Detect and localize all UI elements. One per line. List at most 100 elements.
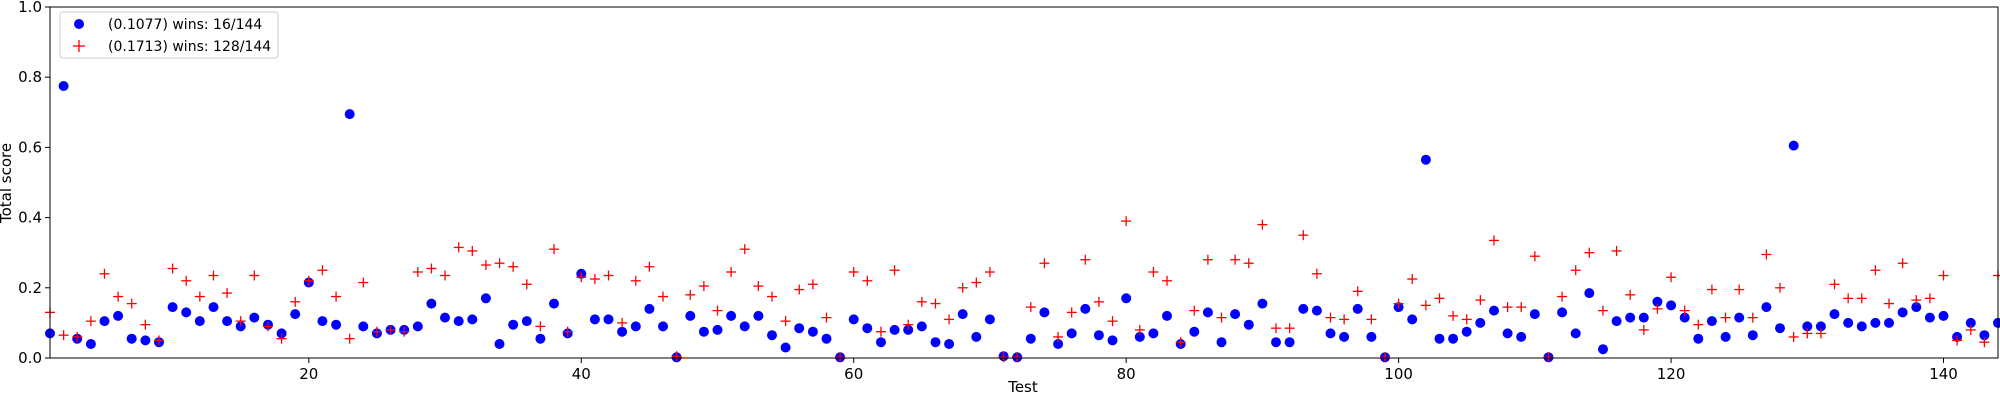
data-point-circle	[1897, 307, 1908, 318]
data-point-circle	[1625, 312, 1636, 323]
data-point-plus	[1693, 319, 1704, 330]
data-point-circle	[630, 321, 641, 332]
data-point-plus	[181, 275, 192, 286]
data-point-plus	[494, 258, 505, 269]
data-point-plus	[1775, 282, 1786, 293]
data-point-circle	[1965, 317, 1976, 328]
data-point-plus	[1039, 258, 1050, 269]
data-point-plus	[1393, 298, 1404, 309]
data-point-plus	[984, 267, 995, 278]
data-point-circle	[1938, 310, 1949, 321]
data-point-circle	[1243, 319, 1254, 330]
x-tick-label: 140	[1929, 365, 1958, 383]
data-point-plus	[1856, 293, 1867, 304]
data-point-plus	[85, 316, 96, 327]
data-point-circle	[1747, 330, 1758, 341]
data-point-plus	[916, 296, 927, 307]
data-point-circle	[1924, 312, 1935, 323]
data-point-circle	[1652, 296, 1663, 307]
data-point-plus	[467, 245, 478, 256]
data-point-circle	[1066, 328, 1077, 339]
data-point-plus	[794, 284, 805, 295]
data-point-circle	[181, 307, 192, 318]
data-point-plus	[1311, 268, 1322, 279]
legend-marker-circle	[74, 19, 84, 29]
data-point-plus	[617, 317, 628, 328]
data-point-plus	[644, 261, 655, 272]
data-point-plus	[1189, 305, 1200, 316]
data-point-plus	[1121, 216, 1132, 227]
data-point-circle	[1802, 321, 1813, 332]
data-point-plus	[1884, 298, 1895, 309]
data-point-plus	[1706, 284, 1717, 295]
x-axis-label: Test	[1007, 378, 1038, 396]
data-point-plus	[1802, 328, 1813, 339]
data-point-plus	[1434, 293, 1445, 304]
x-tick-label: 120	[1657, 365, 1686, 383]
data-point-plus	[1298, 230, 1309, 241]
data-point-plus	[1557, 291, 1568, 302]
data-point-circle	[494, 339, 505, 349]
y-tick-label: 0.4	[18, 209, 42, 227]
data-point-plus	[848, 267, 859, 278]
data-point-circle	[1775, 323, 1785, 334]
data-point-circle	[426, 298, 437, 309]
data-point-circle	[753, 310, 764, 321]
data-point-circle	[862, 323, 873, 334]
data-point-plus	[1339, 314, 1350, 325]
data-point-circle	[1189, 326, 1200, 337]
y-axis-label: Total score	[0, 143, 15, 224]
y-tick-label: 0.2	[18, 279, 42, 297]
data-point-plus	[1638, 324, 1649, 335]
data-point-plus	[835, 352, 846, 363]
data-point-circle	[1080, 303, 1091, 314]
data-point-plus	[1761, 249, 1772, 260]
data-point-plus	[780, 316, 791, 327]
data-point-plus	[1461, 314, 1472, 325]
data-point-circle	[1611, 316, 1622, 327]
data-point-circle	[1870, 317, 1881, 328]
data-point-plus	[1420, 300, 1431, 311]
data-point-plus	[1965, 324, 1976, 335]
data-point-circle	[1298, 303, 1309, 314]
data-point-circle	[535, 333, 546, 344]
data-point-plus	[630, 275, 641, 286]
data-point-circle	[971, 331, 982, 342]
data-point-circle	[1720, 331, 1731, 342]
data-point-plus	[1570, 265, 1581, 276]
data-point-plus	[1148, 267, 1159, 278]
data-point-plus	[957, 282, 968, 293]
data-point-circle	[1815, 321, 1826, 332]
data-point-plus	[1352, 286, 1363, 297]
data-point-circle	[58, 81, 69, 91]
data-point-circle	[1856, 321, 1867, 332]
data-point-plus	[58, 330, 69, 341]
data-point-plus	[140, 319, 151, 330]
data-point-plus	[1107, 316, 1118, 327]
data-point-plus	[1747, 312, 1758, 323]
data-point-circle	[358, 321, 369, 332]
plot-area	[50, 7, 1998, 358]
data-point-plus	[1543, 352, 1554, 363]
y-tick-label: 0.6	[18, 138, 42, 156]
data-point-circle	[984, 314, 995, 325]
data-point-circle	[1448, 333, 1459, 344]
data-point-circle	[1489, 305, 1499, 316]
data-point-plus	[1979, 337, 1990, 348]
data-point-circle	[126, 333, 137, 344]
data-point-circle	[317, 316, 328, 327]
data-point-plus	[167, 263, 178, 274]
data-point-plus	[1502, 302, 1513, 313]
data-point-circle	[1407, 314, 1418, 325]
data-point-circle	[1325, 328, 1336, 339]
series-1	[45, 81, 2000, 363]
data-point-plus	[317, 265, 328, 276]
data-point-plus	[1488, 235, 1499, 246]
data-point-plus	[1202, 254, 1213, 265]
data-point-plus	[1053, 331, 1064, 342]
data-point-plus	[1243, 258, 1254, 269]
data-point-circle	[726, 310, 737, 321]
data-point-circle	[521, 316, 532, 327]
data-point-circle	[1570, 328, 1581, 339]
legend: (0.1077) wins: 16/144 (0.1713) wins: 128…	[59, 11, 279, 59]
